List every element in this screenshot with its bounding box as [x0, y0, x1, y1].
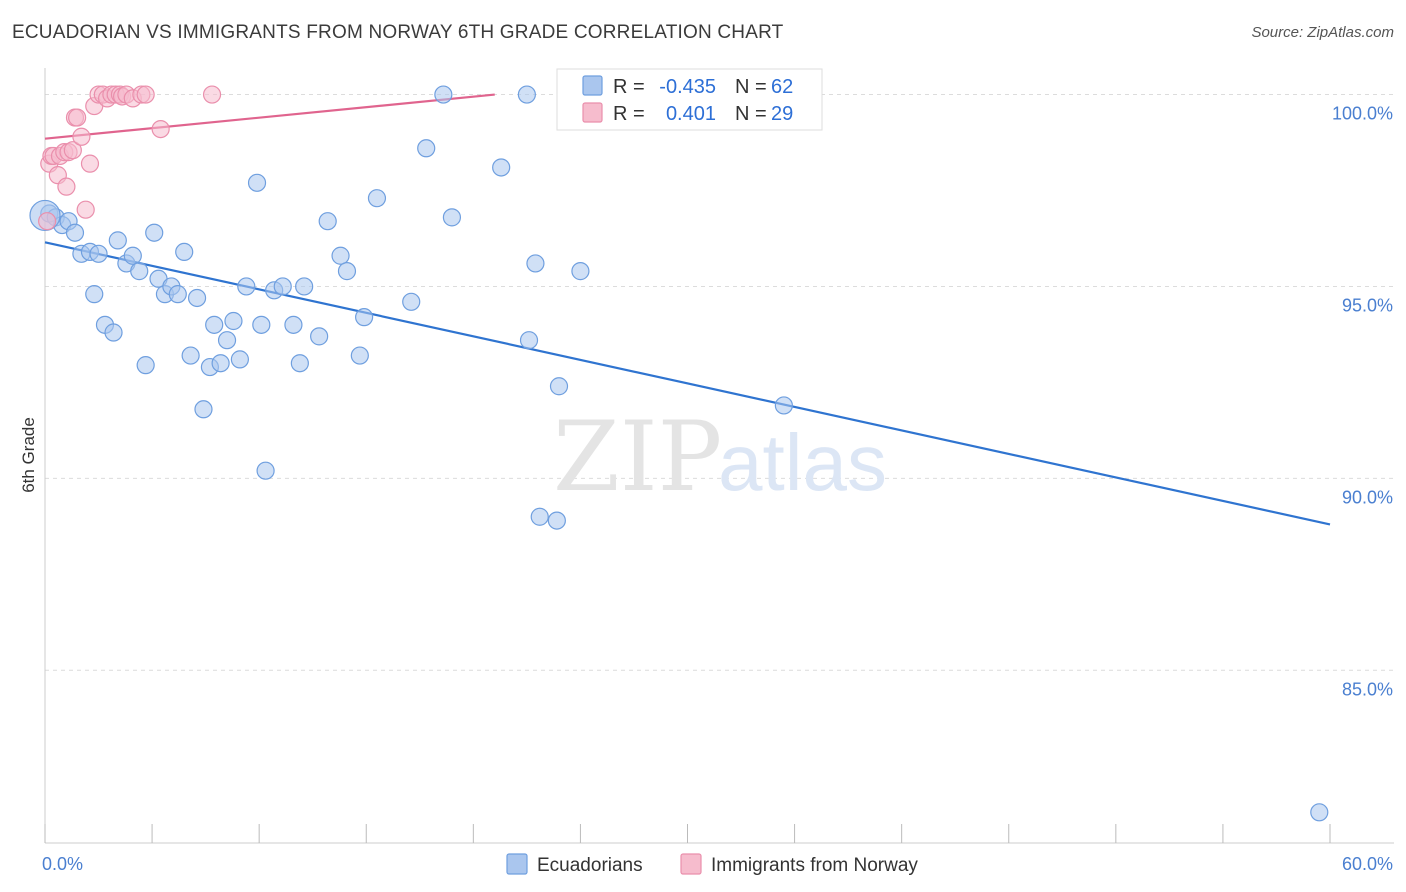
ecuadorian-point: [205, 315, 224, 334]
norway-point: [72, 127, 91, 146]
ecuadorian-point: [402, 292, 421, 311]
legend-n-label-1: N =: [735, 76, 767, 98]
norway-trend-line: [44, 93, 495, 140]
ecuadorian-point: [168, 285, 187, 304]
watermark-zip: ZIP: [553, 401, 722, 513]
ecuadorian-point: [217, 331, 237, 350]
ecuadorian-point: [273, 277, 292, 296]
ecuadorian-point: [331, 246, 350, 265]
ecuadorian-point: [519, 331, 539, 350]
x-tick-label-min: 0.0%: [42, 854, 83, 874]
norway-point: [151, 119, 170, 139]
legend-bottom-label-ecuadorians: Ecuadorians: [537, 855, 643, 876]
ecuadorian-point: [530, 507, 549, 526]
ecuadorian-point: [175, 242, 194, 262]
ecuadorian-point: [367, 189, 387, 208]
legend-bottom-swatch-ecuadorians: [506, 853, 528, 875]
ecuadorian-point: [295, 277, 314, 296]
norway-point: [57, 177, 76, 196]
watermark: ZIP atlas: [553, 401, 887, 513]
norway-point: [63, 141, 82, 160]
ecuadorian-trend-line: [44, 241, 1331, 526]
ecuadorian-point: [187, 288, 207, 308]
ecuadorian-point: [284, 315, 303, 334]
ecuadorian-point: [123, 246, 142, 265]
ecuadorian-point: [417, 139, 436, 158]
x-axis-ticks: [44, 824, 1331, 843]
legend-bottom-swatch-norway: [680, 853, 702, 875]
ecuadorian-point: [549, 377, 569, 396]
ecuadorian-point: [571, 262, 590, 281]
data-points: [29, 85, 1329, 822]
legend-swatch-ecuadorians: [582, 75, 603, 96]
trend-lines: [44, 93, 1331, 526]
source-credit: Source: ZipAtlas.com: [1251, 24, 1394, 41]
norway-point: [80, 154, 100, 173]
legend-r-label-1: R =: [613, 76, 645, 98]
norway-point: [68, 108, 87, 127]
y-tick-label: 100.0%: [1332, 104, 1393, 124]
ecuadorian-point: [237, 277, 256, 296]
legend-r-value-1: -0.435: [659, 76, 716, 98]
ecuadorian-point: [526, 254, 545, 273]
legend-bottom: Ecuadorians Immigrants from Norway: [506, 853, 918, 876]
ecuadorian-point: [256, 461, 275, 480]
legend-bottom-label-norway: Immigrants from Norway: [711, 855, 918, 876]
x-axis-labels: 0.0% 60.0%: [42, 854, 1393, 874]
norway-point: [202, 85, 222, 104]
norway-point: [76, 200, 95, 219]
legend-top: R = -0.435 N = 62 R = 0.401 N = 29: [556, 68, 823, 131]
ecuadorian-point: [355, 308, 374, 327]
ecuadorian-point: [310, 327, 329, 346]
ecuadorian-point: [194, 400, 213, 419]
ecuadorian-point: [85, 285, 104, 304]
ecuadorian-point: [350, 346, 369, 365]
legend-n-value-2: 29: [771, 103, 793, 125]
y-tick-label: 85.0%: [1342, 679, 1393, 699]
ecuadorian-point: [230, 350, 249, 369]
ecuadorian-point: [145, 223, 164, 242]
ecuadorian-point: [104, 323, 123, 342]
ecuadorian-point: [318, 212, 337, 231]
ecuadorian-point: [547, 511, 566, 530]
ecuadorian-point: [442, 208, 462, 227]
y-axis-title: 6th Grade: [19, 417, 38, 493]
ecuadorian-point: [290, 354, 309, 373]
ecuadorian-point: [65, 223, 85, 242]
ecuadorian-point: [181, 346, 200, 365]
legend-swatch-norway: [582, 102, 603, 123]
chart-title: ECUADORIAN VS IMMIGRANTS FROM NORWAY 6TH…: [12, 22, 784, 43]
ecuadorian-point: [492, 158, 511, 177]
y-tick-label: 95.0%: [1342, 295, 1393, 315]
watermark-atlas: atlas: [718, 418, 887, 507]
y-axis-labels: 85.0% 90.0% 95.0% 100.0%: [1332, 104, 1393, 700]
norway-point: [136, 85, 155, 104]
legend-r-value-2: 0.401: [666, 103, 716, 125]
ecuadorian-point: [434, 85, 453, 104]
ecuadorian-point: [211, 354, 230, 373]
ecuadorian-point: [337, 262, 357, 281]
ecuadorian-point: [252, 315, 271, 334]
ecuadorian-point: [136, 356, 155, 375]
legend-r-label-2: R =: [613, 103, 645, 125]
norway-point: [38, 212, 57, 231]
ecuadorian-point: [89, 244, 108, 263]
ecuadorian-point: [224, 311, 243, 331]
ecuadorian-point: [130, 262, 149, 281]
y-tick-label: 90.0%: [1342, 487, 1393, 507]
legend-n-value-1: 62: [771, 76, 793, 98]
ecuadorian-point: [1310, 803, 1329, 822]
x-tick-label-max: 60.0%: [1342, 854, 1393, 874]
ecuadorian-point: [247, 173, 267, 192]
ecuadorian-point: [108, 231, 127, 250]
ecuadorian-point: [774, 396, 793, 415]
legend-n-label-2: N =: [735, 103, 767, 125]
ecuadorian-point: [517, 85, 536, 104]
